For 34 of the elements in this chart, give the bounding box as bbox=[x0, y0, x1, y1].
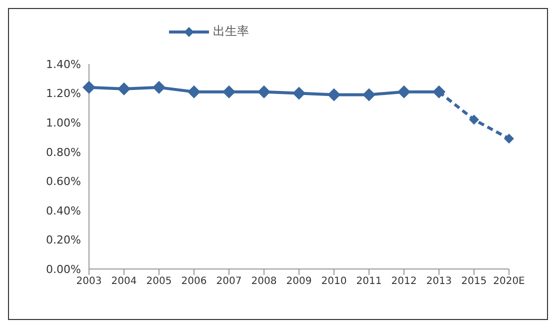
point bbox=[469, 114, 479, 125]
x-tick-label: 2008 bbox=[251, 276, 277, 288]
point bbox=[398, 85, 410, 98]
y-tick-label: 1.20% bbox=[46, 87, 81, 100]
x-tick-label: 2005 bbox=[146, 276, 172, 288]
point bbox=[152, 80, 166, 94]
point bbox=[292, 86, 306, 100]
x-tick-label: 2007 bbox=[216, 276, 242, 288]
y-tick-label: 0.20% bbox=[46, 234, 81, 247]
point bbox=[258, 85, 270, 98]
y-tick-label: 0.60% bbox=[46, 175, 81, 188]
x-tick-label: 2006 bbox=[181, 276, 207, 288]
x-tick-label: 2020E bbox=[493, 276, 525, 288]
point bbox=[82, 80, 96, 94]
point bbox=[362, 88, 376, 102]
point bbox=[118, 82, 130, 96]
point bbox=[504, 134, 514, 144]
x-tick-label: 2011 bbox=[356, 276, 382, 288]
x-tick-label: 2004 bbox=[111, 276, 137, 288]
x-tick-label: 2010 bbox=[321, 276, 347, 288]
x-tick-label: 2013 bbox=[426, 276, 452, 288]
x-tick-label: 2009 bbox=[286, 276, 312, 288]
legend-label: 出生率 bbox=[213, 23, 249, 40]
x-tick-label: 2012 bbox=[391, 276, 417, 288]
y-tick-label: 0.80% bbox=[46, 146, 81, 159]
point bbox=[328, 88, 340, 102]
y-tick-label: 1.00% bbox=[46, 116, 81, 130]
y-tick-label: 0.40% bbox=[46, 204, 81, 218]
y-tick-label: 1.40% bbox=[46, 58, 81, 71]
y-tick-label: 0.00% bbox=[46, 262, 81, 276]
x-tick-label: 2003 bbox=[76, 276, 102, 288]
point bbox=[222, 85, 236, 98]
point bbox=[188, 85, 200, 98]
x-tick-label: 2015 bbox=[461, 276, 487, 288]
